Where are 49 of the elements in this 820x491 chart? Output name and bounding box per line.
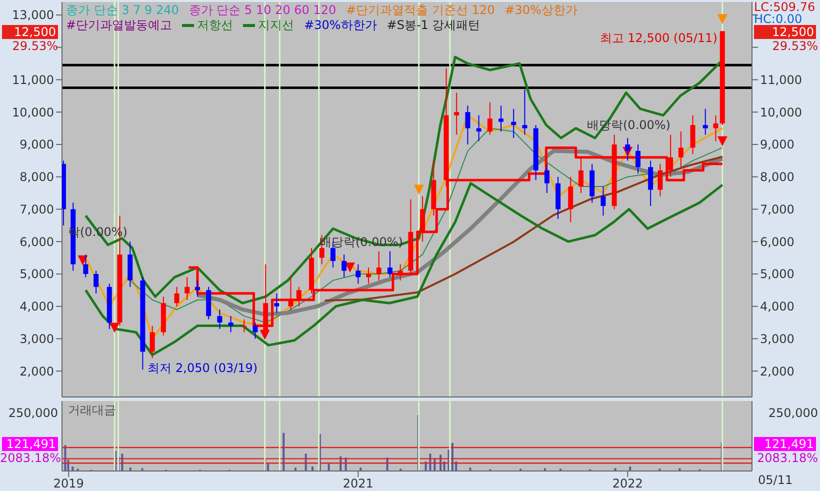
y2-tick-label: 9,000 <box>760 138 794 152</box>
text: 121,491 <box>754 437 816 451</box>
text: 29.53% <box>11 39 58 53</box>
text: 2083.18% <box>0 451 62 465</box>
y-tick-label: 13,000 <box>12 8 54 22</box>
annotation: #30%상한가 <box>504 3 578 17</box>
text: 12,500 <box>2 25 58 39</box>
y2-tick-label: 3,000 <box>760 332 794 346</box>
annotation: #30%하한가 <box>304 18 377 32</box>
legend-label: 지지선 <box>257 18 294 32</box>
annotation: #단기과열적출 기준선 120 <box>346 3 495 17</box>
y2-tick-label: 7,000 <box>760 202 794 216</box>
text: 29.53% <box>771 39 818 53</box>
text: 05/11 <box>758 473 793 487</box>
y-tick-label: 10,000 <box>12 105 54 120</box>
y2-tick-label: 10,000 <box>760 105 802 120</box>
text: 250,000 <box>767 406 818 420</box>
x-tick-label: 2021 <box>342 476 374 491</box>
text: HC:0.00 <box>754 12 802 26</box>
y-tick-label: 2,000 <box>20 364 54 378</box>
annotation: 최저 2,050 (03/19) <box>148 361 258 376</box>
y-tick-label: 3,000 <box>20 332 54 346</box>
y-tick-label: 5,000 <box>20 267 54 282</box>
y-tick-label: 9,000 <box>20 138 54 152</box>
annotation: #단기과열발동예고 <box>66 18 172 32</box>
text: 2083.18% <box>756 451 818 465</box>
x-tick-label: 2022 <box>612 476 643 491</box>
y-tick-label: 8,000 <box>20 170 54 184</box>
y-tick-label: 11,000 <box>12 72 54 87</box>
y-tick-label: 4,000 <box>20 300 54 314</box>
annotation: 종가 단순 3 7 9 240 <box>66 3 179 17</box>
text: 250,000 <box>7 406 58 420</box>
annotation: 거래대금 <box>68 403 116 417</box>
y2-tick-label: 11,000 <box>760 72 802 87</box>
annotation: 최고 12,500 (05/11) <box>600 31 718 46</box>
y2-tick-label: 5,000 <box>760 267 794 282</box>
text: 121,491 <box>2 437 58 451</box>
annotation: 종가 단순 5 10 20 60 120 <box>188 3 336 17</box>
x-tick-label: 2019 <box>53 476 84 491</box>
text: 12,500 <box>754 25 816 39</box>
y-tick-label: 6,000 <box>20 234 54 249</box>
y2-tick-label: 2,000 <box>760 364 794 378</box>
y2-tick-label: 8,000 <box>760 170 794 184</box>
legend-label: 저항선 <box>196 18 234 32</box>
y2-tick-label: 4,000 <box>760 300 794 314</box>
text: LC:509.76 <box>754 0 816 14</box>
y2-tick-label: 6,000 <box>760 234 794 249</box>
annotation: #S봉-1 강세패턴 <box>386 18 480 32</box>
y-tick-label: 7,000 <box>20 202 54 216</box>
